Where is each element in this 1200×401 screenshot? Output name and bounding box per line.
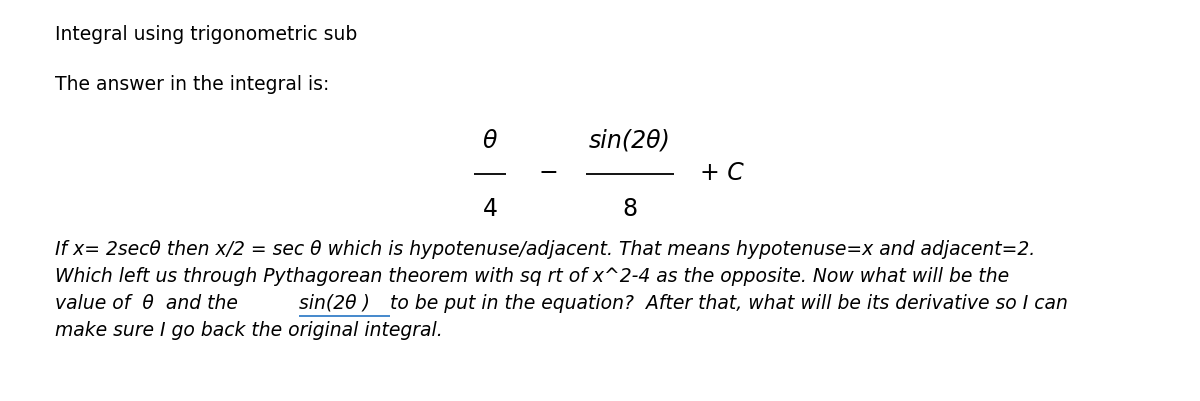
Text: 8: 8 xyxy=(623,196,637,221)
Text: Which left us through Pythagorean theorem with sq rt of x^2-4 as the opposite. N: Which left us through Pythagorean theore… xyxy=(55,266,1009,285)
Text: make sure I go back the original integral.: make sure I go back the original integra… xyxy=(55,320,443,339)
Text: 4: 4 xyxy=(482,196,498,221)
Text: The answer in the integral is:: The answer in the integral is: xyxy=(55,75,329,94)
Text: to be put in the equation?  After that, what will be its derivative so I can: to be put in the equation? After that, w… xyxy=(390,293,1068,312)
Text: + C: + C xyxy=(700,160,744,184)
Text: Integral using trigonometric sub: Integral using trigonometric sub xyxy=(55,25,358,44)
Text: −: − xyxy=(538,160,558,184)
Text: sin(2θ ): sin(2θ ) xyxy=(299,293,370,312)
Text: θ: θ xyxy=(482,129,497,153)
Text: If x= 2secθ then x/2 = sec θ which is hypotenuse/adjacent. That means hypotenuse: If x= 2secθ then x/2 = sec θ which is hy… xyxy=(55,239,1036,258)
Text: sin(2θ): sin(2θ) xyxy=(589,129,671,153)
Text: value of  θ  and the: value of θ and the xyxy=(55,293,244,312)
